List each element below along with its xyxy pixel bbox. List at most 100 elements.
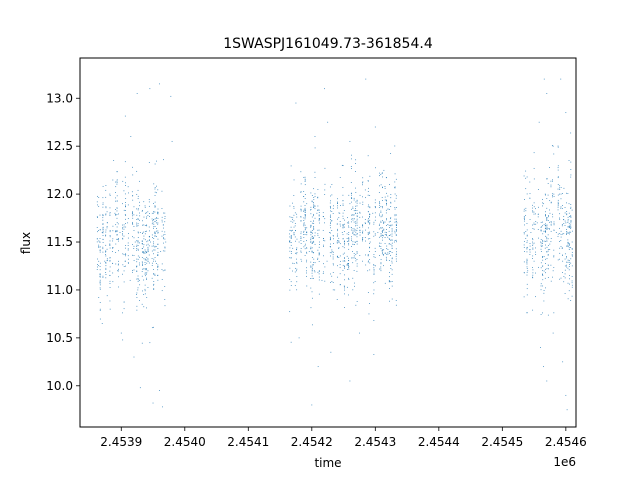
data-point	[329, 239, 331, 241]
data-point	[546, 236, 548, 238]
data-point	[353, 255, 355, 257]
data-point	[548, 216, 549, 218]
data-point	[115, 186, 117, 188]
data-point	[137, 217, 139, 219]
data-point	[523, 208, 525, 210]
data-point	[390, 239, 391, 241]
data-point	[157, 217, 159, 219]
data-point	[127, 204, 129, 206]
data-point	[311, 297, 313, 299]
data-point	[566, 213, 568, 215]
data-point	[380, 210, 382, 212]
data-point	[330, 210, 331, 212]
data-point	[116, 234, 118, 236]
data-point	[109, 275, 111, 276]
data-point	[127, 186, 129, 188]
data-point	[546, 198, 548, 199]
data-point	[380, 233, 382, 235]
data-point	[153, 283, 155, 285]
data-point	[384, 252, 386, 254]
data-point	[390, 206, 392, 207]
data-point	[385, 256, 387, 258]
data-point	[552, 145, 554, 147]
data-point	[546, 178, 548, 179]
data-point	[348, 225, 349, 227]
data-point	[356, 210, 358, 211]
data-point	[367, 254, 369, 255]
data-point	[390, 225, 392, 227]
data-point	[344, 267, 346, 269]
data-point	[132, 244, 133, 245]
data-point	[570, 225, 572, 227]
data-point	[139, 387, 141, 389]
data-point	[344, 274, 345, 276]
data-point	[382, 176, 383, 178]
data-point	[369, 246, 371, 248]
data-point	[563, 281, 565, 283]
data-point	[153, 219, 155, 220]
data-point	[294, 271, 296, 273]
data-point	[147, 246, 149, 248]
data-point	[532, 269, 534, 271]
data-point	[382, 252, 383, 254]
data-point	[313, 238, 314, 239]
data-point	[394, 187, 396, 189]
data-point	[390, 254, 391, 256]
data-point	[381, 197, 383, 198]
data-point	[142, 290, 143, 292]
data-point	[123, 254, 125, 256]
data-point	[154, 191, 156, 193]
data-point	[529, 254, 531, 255]
data-point	[112, 240, 114, 242]
data-point	[317, 189, 319, 190]
data-point	[542, 233, 544, 235]
data-point	[290, 252, 292, 254]
data-point	[99, 287, 101, 289]
data-point	[313, 277, 314, 279]
data-point	[353, 270, 355, 271]
data-point	[374, 202, 376, 204]
data-point	[386, 260, 388, 261]
data-point	[379, 185, 380, 187]
data-point	[543, 300, 545, 302]
data-point	[568, 260, 570, 261]
data-point	[369, 247, 370, 249]
data-point	[164, 250, 166, 252]
data-point	[559, 193, 560, 195]
data-point	[310, 240, 312, 242]
data-point	[381, 237, 383, 239]
data-point	[369, 213, 371, 215]
data-point	[385, 177, 387, 179]
data-point	[536, 222, 538, 224]
data-point	[153, 289, 155, 290]
data-points	[96, 78, 573, 411]
data-point	[300, 243, 302, 244]
data-point	[102, 223, 104, 225]
data-point	[567, 243, 569, 244]
data-point	[351, 214, 352, 216]
data-point	[569, 264, 570, 265]
data-point	[352, 232, 354, 234]
data-point	[298, 241, 300, 243]
data-point	[545, 213, 546, 215]
data-point	[545, 268, 546, 270]
y-axis-ticks: 10.010.511.011.512.012.513.0	[46, 91, 80, 393]
data-point	[568, 212, 570, 214]
data-point	[348, 226, 350, 228]
data-point	[356, 240, 358, 242]
data-point	[544, 228, 546, 230]
data-point	[144, 264, 146, 265]
data-point	[548, 264, 549, 266]
data-point	[134, 241, 136, 243]
data-point	[146, 272, 148, 274]
data-point	[337, 235, 338, 237]
data-point	[117, 239, 119, 240]
data-point	[362, 226, 364, 228]
data-point	[570, 247, 572, 248]
data-point	[549, 221, 551, 223]
data-point	[99, 273, 101, 275]
data-point	[102, 185, 104, 187]
data-point	[293, 214, 295, 216]
data-point	[313, 258, 315, 260]
data-point	[396, 229, 397, 231]
